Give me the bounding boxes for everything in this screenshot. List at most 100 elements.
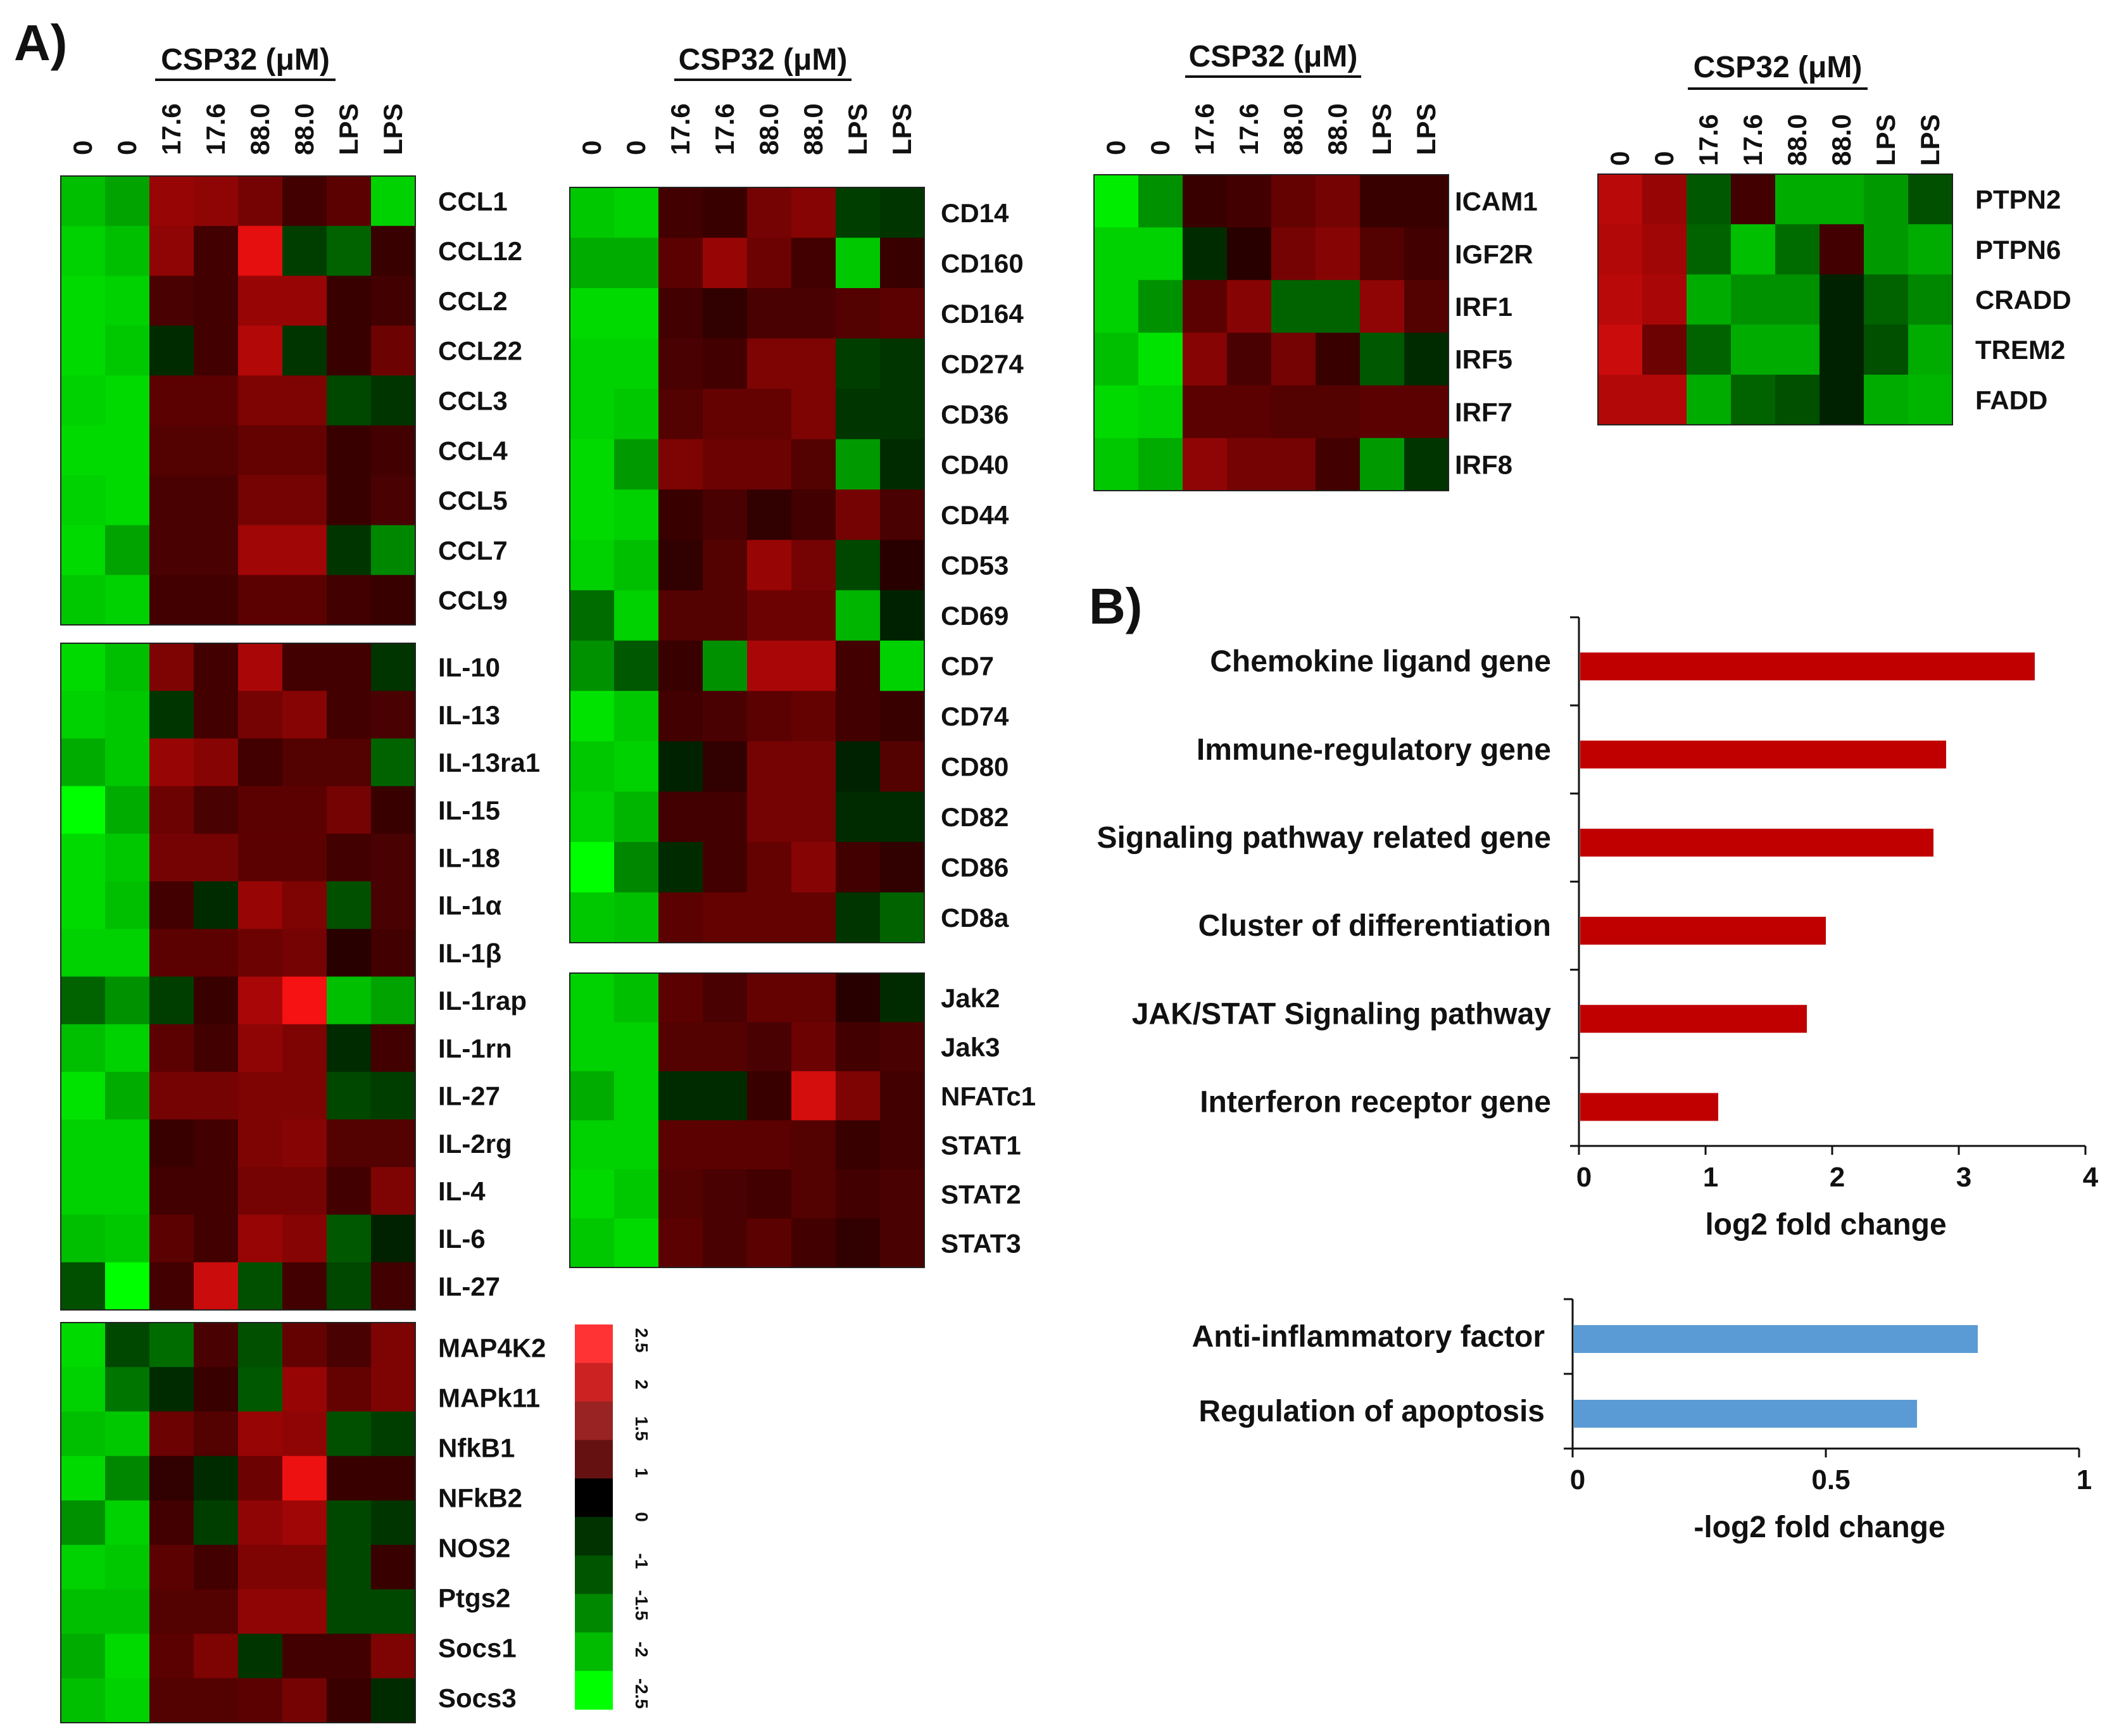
heatmap-cell <box>1404 175 1449 228</box>
heatmap-cell <box>282 786 327 834</box>
gene-label: CD8a <box>941 903 1009 933</box>
heatmap-cell <box>327 475 372 525</box>
category-label: Interferon receptor gene <box>1200 1085 1551 1119</box>
heatmap-cell <box>658 741 703 792</box>
gene-label: CD160 <box>941 248 1024 278</box>
x-tick-label: 3 <box>1956 1162 1971 1193</box>
bar-chart-upregulated: Chemokine ligand gene Immune-regulatory g… <box>1097 616 2099 1242</box>
heatmap-cell <box>61 1167 106 1216</box>
column-label: LPS <box>378 103 408 155</box>
color-scale: 2.5 2 1.5 1 0 -1 -1.5 -2 -2.5 <box>575 1324 651 1710</box>
heatmap-cell <box>105 325 150 376</box>
heatmap-cell <box>658 539 703 591</box>
heatmap-cell <box>61 1456 106 1501</box>
heatmap-cell <box>747 973 792 1022</box>
heatmap-cell <box>791 640 836 691</box>
heatmap-cell <box>282 1589 327 1635</box>
heatmap-cell <box>614 791 659 843</box>
heatmap-cell <box>703 489 748 541</box>
heatmap-cell <box>194 929 239 977</box>
heatmap-cell <box>371 643 416 691</box>
heatmap-cell <box>836 791 881 843</box>
heatmap-cell <box>282 1678 327 1723</box>
heatmap-cell <box>1227 437 1272 491</box>
heatmap-cell <box>836 389 881 440</box>
heatmap-cell <box>238 786 283 834</box>
heatmap-cell <box>1360 332 1405 386</box>
heatmap-cell <box>61 881 106 929</box>
heatmap-cell <box>371 1323 416 1368</box>
heatmap-cell <box>614 590 659 641</box>
heatmap-cell <box>371 833 416 882</box>
heatmap-cell <box>1731 374 1776 425</box>
heatmap-cell <box>836 1218 881 1268</box>
heatmap-cell <box>327 833 372 882</box>
heatmap-cell <box>105 1545 150 1590</box>
heatmap-cell <box>105 1024 150 1072</box>
x-axis-title: log2 fold change <box>1705 1208 1946 1242</box>
column-label: 17.6 <box>1190 103 1219 155</box>
heatmap-cell <box>238 275 283 326</box>
gene-label: CD44 <box>941 500 1009 530</box>
heatmap-cell <box>194 375 239 426</box>
heatmap-cell <box>1227 175 1272 228</box>
column-label: LPS <box>1411 103 1441 155</box>
heatmap-cell <box>1094 332 1139 386</box>
heatmap-cell <box>658 691 703 742</box>
heatmap-cell <box>61 1262 106 1311</box>
heatmap-cell <box>747 237 792 289</box>
gene-label: IL-18 <box>438 843 500 872</box>
heatmap-cell <box>880 389 925 440</box>
gene-label: CD53 <box>941 551 1009 581</box>
heatmap-cell <box>1183 227 1228 280</box>
heatmap-cell <box>282 375 327 426</box>
heatmap-cell <box>238 176 283 227</box>
heatmap-cell <box>371 691 416 739</box>
heatmap-cell <box>836 973 881 1022</box>
heatmap-cell <box>1598 274 1643 325</box>
heatmap-cell <box>194 176 239 227</box>
heatmap-cell <box>1404 332 1449 386</box>
x-tick-label: 1 <box>2077 1464 2092 1495</box>
heatmap-cell <box>1864 224 1909 275</box>
scale-swatch <box>575 1594 613 1633</box>
heatmap-cell <box>61 1119 106 1167</box>
heatmap-cell <box>836 892 881 943</box>
heatmap-cell <box>1316 175 1361 228</box>
gene-label: Jak2 <box>941 983 1000 1013</box>
heatmap-cell <box>105 425 150 476</box>
heatmap-cell <box>1404 280 1449 333</box>
heatmap-cell <box>1183 437 1228 491</box>
heatmap-cell <box>614 338 659 389</box>
heatmap-cell <box>658 237 703 289</box>
heatmap-cell <box>570 389 615 440</box>
heatmap-cell <box>1183 332 1228 386</box>
heatmap-cell <box>282 833 327 882</box>
heatmap-cell <box>1864 324 1909 375</box>
heatmap-cell <box>1316 385 1361 439</box>
column-label: 17.6 <box>1694 114 1723 166</box>
heatmap-cell <box>371 475 416 525</box>
heatmap-cell <box>238 1545 283 1590</box>
heatmap-cell <box>1227 280 1272 333</box>
column-label: 88.0 <box>289 103 319 155</box>
heatmap-cell <box>836 640 881 691</box>
bar <box>1580 652 2035 681</box>
gene-label: CCL22 <box>438 336 522 366</box>
heatmap-cell <box>371 1024 416 1072</box>
scale-swatch <box>575 1517 613 1556</box>
heatmap-cell <box>836 841 881 893</box>
heatmap-cell <box>238 929 283 977</box>
heatmap-cell <box>791 973 836 1022</box>
heatmap-cell <box>194 525 239 576</box>
heatmap-cell <box>570 187 615 239</box>
panel-b-label: B) <box>1089 578 1142 634</box>
column-label: 17.6 <box>1234 103 1264 155</box>
heatmap-cell <box>1316 227 1361 280</box>
heatmap-cell <box>614 1022 659 1072</box>
heatmap-cell <box>238 575 283 626</box>
heatmap-cell <box>149 738 194 787</box>
heatmap-cell <box>194 1167 239 1216</box>
heatmap-cell <box>747 691 792 742</box>
gene-label: STAT1 <box>941 1130 1021 1160</box>
